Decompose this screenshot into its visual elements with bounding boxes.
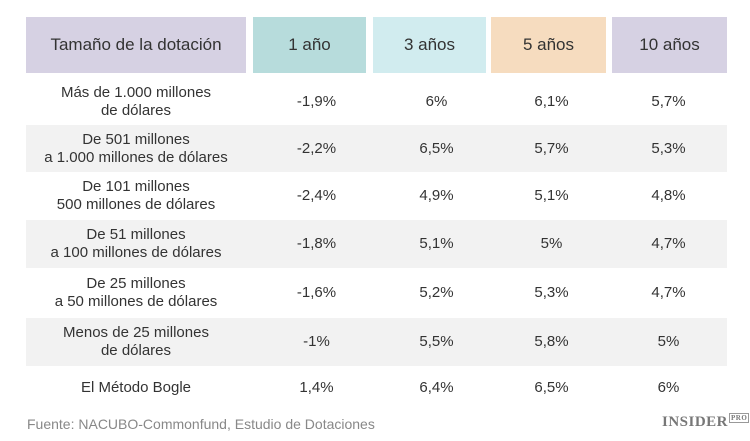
value-cell: 4,8% <box>651 187 686 204</box>
value-cell: 5,1% <box>419 235 454 252</box>
value-cell: 6,4% <box>419 379 454 396</box>
row-label: De 51 millones a 100 millones de dólares <box>50 226 222 261</box>
value-cell: 1,4% <box>299 379 334 396</box>
value-cell: 5,3% <box>534 284 569 301</box>
value-cell: 5,1% <box>534 187 569 204</box>
row-label: Menos de 25 millones de dólares <box>63 324 209 359</box>
value-cell: -1,6% <box>296 284 337 301</box>
value-cell: 5,7% <box>534 139 569 157</box>
value-cell: 6,5% <box>419 139 454 157</box>
table-row: De 51 millones a 100 millones de dólares… <box>26 220 727 268</box>
value-cell: 5% <box>657 333 680 350</box>
value-cell: 6% <box>657 379 680 396</box>
table-row: De 501 millones a 1.000 millones de dóla… <box>26 125 727 172</box>
value-cell: 5,7% <box>651 92 686 110</box>
value-cell: 4,7% <box>651 284 686 301</box>
value-cell: 5,8% <box>534 333 569 350</box>
value-cell: 6% <box>425 92 448 110</box>
column-header: 5 años <box>491 17 606 73</box>
column-header: 3 años <box>373 17 486 73</box>
column-header: Tamaño de la dotación <box>26 17 246 73</box>
value-cell: 4,7% <box>651 235 686 252</box>
table-row: De 25 millones a 50 millones de dólares -… <box>26 268 727 318</box>
value-cell: 5% <box>540 235 563 252</box>
row-label: De 25 millones a 50 millones de dólares <box>54 275 218 310</box>
row-label: De 501 millones a 1.000 millones de dóla… <box>44 130 228 166</box>
row-label: El Método Bogle <box>80 379 192 396</box>
table-row: Menos de 25 millones de dólares -1% 5,5% 5,… <box>26 318 727 366</box>
column-header: 1 año <box>253 17 366 73</box>
value-cell: -2,4% <box>296 187 337 204</box>
source-note: Fuente: NACUBO-Commonfund, Estudio de Do… <box>27 416 375 432</box>
value-cell: 5,2% <box>419 284 454 301</box>
value-cell: -1% <box>303 333 330 350</box>
table-row: Más de 1.000 millones de dólares -1,9% 6% 6… <box>26 78 727 125</box>
value-cell: 5,5% <box>419 333 454 350</box>
value-cell: 5,3% <box>651 139 686 157</box>
insider-pro-logo: INSIDER PRO <box>662 413 750 430</box>
row-label: Más de 1.000 millones de dólares <box>60 83 212 119</box>
value-cell: -1,8% <box>296 235 337 252</box>
value-cell: 6,1% <box>534 92 569 110</box>
row-label: De 101 millones 500 millones de dólares <box>56 178 216 213</box>
table-row: De 101 millones 500 millones de dólares -… <box>26 172 727 220</box>
value-cell: 4,9% <box>419 187 454 204</box>
table-row: El Método Bogle 1,4% 6,4% 6,5% 6% <box>26 366 727 410</box>
value-cell: -1,9% <box>296 92 337 110</box>
value-cell: -2,2% <box>296 139 337 157</box>
value-cell: 6,5% <box>534 379 569 396</box>
column-header: 10 años <box>612 17 727 73</box>
